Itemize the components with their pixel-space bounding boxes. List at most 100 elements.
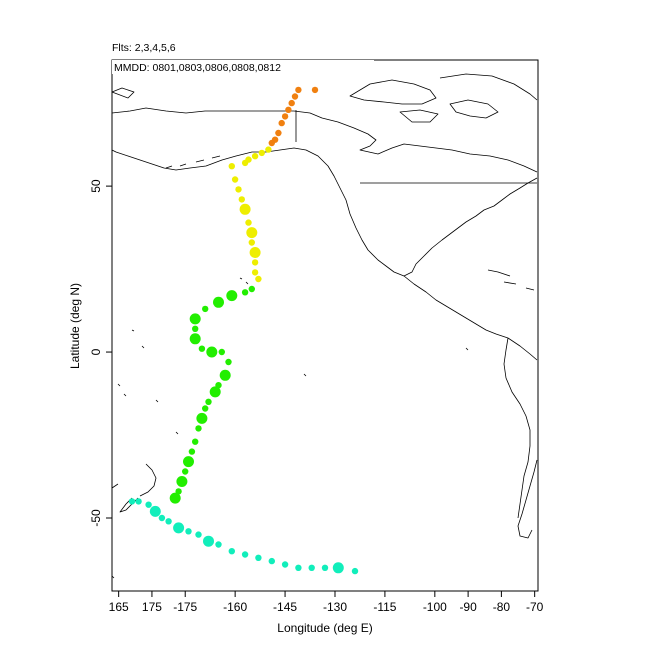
- trajectory-point: [182, 468, 189, 475]
- trajectory-point: [241, 551, 249, 558]
- trajectory-point: [295, 564, 302, 571]
- x-axis: 165 175 -175 -160 -145 -130 -115 -100 -90 -80 -70: [109, 591, 544, 614]
- trajectory-point: [268, 139, 275, 147]
- trajectory-point: [246, 227, 258, 239]
- x-tick-label: 165: [109, 600, 129, 614]
- trajectory-point: [228, 163, 235, 170]
- trajectory-point: [239, 203, 251, 215]
- trajectory-point: [165, 518, 172, 525]
- trajectory-point: [203, 535, 214, 547]
- north-america-coast: [111, 107, 538, 277]
- trajectory-point: [255, 275, 262, 283]
- trajectory-point: [251, 269, 259, 276]
- x-tick-label: -70: [526, 600, 544, 614]
- pacific-islands: [117, 277, 469, 435]
- trajectory-point: [189, 313, 201, 325]
- trajectory-point: [308, 564, 315, 571]
- trajectory-point: [351, 567, 359, 575]
- x-tick-label: -175: [173, 600, 197, 614]
- trajectory-point: [295, 86, 302, 94]
- south-america-coast: [503, 337, 538, 539]
- trajectory-point: [278, 119, 285, 127]
- trajectory-point: [215, 541, 222, 548]
- trajectory-point: [219, 369, 231, 381]
- trajectory-point: [189, 333, 201, 345]
- x-axis-label: Longitude (deg E): [277, 621, 372, 635]
- trajectory-point: [176, 476, 188, 487]
- trajectory-point: [332, 562, 344, 574]
- trajectory-point: [281, 113, 289, 120]
- y-tick-label: 50: [89, 179, 103, 193]
- trajectory-point: [238, 196, 245, 203]
- trajectory-point: [196, 412, 208, 424]
- trajectory-point: [248, 239, 255, 246]
- caribbean-islands: [487, 269, 535, 291]
- trajectory-point: [185, 528, 192, 535]
- trajectory-point: [173, 522, 185, 534]
- trajectory-point: [291, 93, 299, 100]
- x-tick-label: -145: [273, 600, 297, 614]
- trajectory-point: [288, 99, 295, 107]
- dates-label: MMDD: 0801,0803,0806,0808,0812: [114, 62, 281, 74]
- canada-border: [295, 110, 537, 184]
- trajectory-point: [195, 425, 202, 432]
- flights-label: Flts: 2,3,4,5,6: [112, 42, 176, 54]
- trajectory-point: [209, 386, 221, 398]
- trajectory-point: [248, 285, 255, 293]
- trajectory-point: [205, 398, 212, 405]
- y-axis: 50 0 -50: [89, 179, 112, 527]
- dates-label-box: [112, 60, 374, 74]
- trajectory-point: [198, 345, 206, 352]
- trajectory-point: [192, 325, 199, 332]
- trajectory-point: [202, 305, 209, 313]
- trajectory-point: [281, 561, 289, 568]
- trajectory-point: [275, 129, 282, 137]
- trajectory-point: [255, 554, 262, 561]
- arctic-islands: [111, 73, 538, 123]
- central-america-coast: [403, 275, 509, 339]
- trajectory-point: [321, 564, 329, 571]
- trajectory-point: [268, 557, 275, 565]
- plot-frame: [111, 59, 539, 592]
- y-tick-label: 0: [89, 348, 103, 355]
- trajectory-points: [128, 86, 359, 575]
- trajectory-point: [231, 176, 239, 183]
- x-tick-label: -160: [223, 600, 247, 614]
- trajectory-point: [241, 159, 249, 167]
- trajectory-point: [188, 448, 196, 455]
- west-pacific-coast: [111, 483, 119, 579]
- trajectory-point: [149, 505, 161, 517]
- trajectory-point: [169, 492, 181, 504]
- trajectory-point: [195, 531, 202, 538]
- trajectory-point: [218, 348, 225, 356]
- trajectory-point: [228, 548, 235, 555]
- x-tick-label: -90: [459, 600, 477, 614]
- trajectory-point: [245, 219, 252, 226]
- trajectory-point: [145, 501, 152, 508]
- trajectory-point: [311, 86, 319, 94]
- trajectory-point: [251, 153, 259, 160]
- trajectory-point: [202, 405, 209, 412]
- coastline-map: [111, 73, 538, 579]
- trajectory-point: [285, 106, 292, 114]
- trajectory-point: [249, 247, 261, 258]
- trajectory-point: [241, 289, 249, 296]
- aleutian-islands: [165, 155, 221, 169]
- y-tick-label: -50: [89, 509, 103, 527]
- trajectory-point: [225, 358, 232, 366]
- trajectory-point: [206, 346, 218, 358]
- x-tick-label: -100: [423, 600, 447, 614]
- x-tick-label: -115: [373, 600, 396, 614]
- trajectory-point: [183, 456, 194, 468]
- trajectory-point: [192, 438, 199, 445]
- trajectory-point: [213, 296, 224, 308]
- trajectory-point: [135, 498, 142, 505]
- x-tick-label: -80: [493, 600, 511, 614]
- y-axis-label: Latitude (deg N): [68, 283, 82, 369]
- trajectory-point: [235, 186, 242, 193]
- trajectory-point: [158, 514, 166, 522]
- trajectory-point: [251, 259, 259, 266]
- trajectory-point: [258, 149, 265, 157]
- x-tick-label: 175: [142, 600, 162, 614]
